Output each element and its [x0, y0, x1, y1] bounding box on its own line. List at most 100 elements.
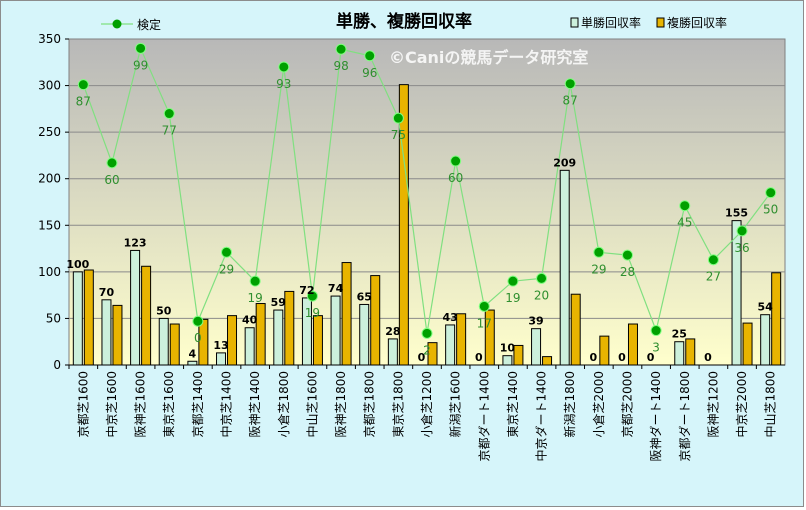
line-marker: [593, 246, 605, 258]
line-marker: [421, 327, 433, 339]
bar-fukusho: [341, 262, 352, 366]
line-label: 96: [362, 66, 377, 80]
line-marker: [221, 246, 233, 258]
bar-fukusho: [312, 315, 323, 366]
x-tick-label: 京都芝2000: [619, 371, 634, 438]
bar-label: 0: [475, 351, 483, 364]
bar-tansho: [273, 309, 284, 366]
plot-area: [68, 38, 786, 366]
x-tick-label: 中京芝2000: [734, 371, 749, 438]
bar-fukusho: [112, 304, 123, 366]
line-label: 2: [423, 343, 431, 357]
line-marker: [765, 187, 777, 199]
y-tick-label: 0: [53, 358, 61, 372]
bar-tansho: [101, 299, 112, 366]
line-marker: [392, 112, 404, 124]
line-label: 93: [276, 77, 291, 91]
bar-fukusho: [370, 275, 381, 366]
legend-swatch-fukusho: [656, 17, 665, 28]
line-marker: [507, 275, 519, 287]
line-label: 29: [219, 262, 234, 276]
bar-label: 0: [647, 351, 655, 364]
x-tick-label: 中京ダート1400: [534, 371, 549, 462]
line-label: 20: [534, 288, 549, 302]
legend: 検定 単勝回収率 複勝回収率: [101, 15, 727, 32]
line-marker: [564, 78, 576, 90]
legend-label-tansho: 単勝回収率: [581, 15, 641, 30]
bar-label: 0: [704, 351, 712, 364]
bar-tansho: [359, 303, 370, 366]
bar-label: 43: [442, 311, 457, 324]
x-tick-label: 阪神芝1400: [247, 371, 262, 438]
legend-label-kentei: 検定: [137, 17, 161, 32]
line-label: 98: [333, 59, 348, 73]
line-marker: [77, 79, 89, 91]
line-label: 17: [477, 316, 492, 330]
line-marker: [364, 50, 376, 62]
line-marker: [679, 200, 691, 212]
bar-tansho: [674, 341, 685, 366]
bar-label: 39: [528, 315, 543, 328]
line-label: 50: [763, 203, 778, 217]
line-marker: [478, 300, 490, 312]
x-tick-label: 小倉芝1200: [419, 371, 434, 438]
bar-label: 54: [758, 301, 774, 314]
y-tick-label: 350: [38, 32, 61, 46]
x-tick-label: 阪神芝1800: [333, 371, 348, 438]
line-marker: [707, 254, 719, 266]
y-tick-label: 200: [38, 172, 61, 186]
bar-label: 70: [99, 286, 115, 299]
bar-tansho: [760, 314, 771, 366]
bar-label: 28: [385, 325, 400, 338]
legend-marker-swatch: [112, 19, 122, 29]
line-marker: [736, 225, 748, 237]
bar-label: 13: [213, 339, 228, 352]
line-label: 3: [652, 341, 660, 355]
y-tick-label: 250: [38, 125, 61, 139]
x-tick-label: 中京芝1600: [104, 371, 119, 438]
bar-label: 65: [357, 290, 372, 303]
y-tick-label: 100: [38, 265, 61, 279]
x-tick-label: 京都ダート1400: [476, 371, 491, 462]
x-tick-label: 東京芝1800: [390, 371, 405, 438]
bar-label: 155: [725, 207, 748, 220]
bar-tansho: [502, 355, 513, 366]
line-marker: [621, 249, 633, 261]
y-tick-label: 50: [46, 311, 61, 325]
bar-tansho: [244, 327, 255, 366]
bar-fukusho: [169, 323, 180, 366]
bar-label: 72: [299, 284, 314, 297]
y-tick-label: 300: [38, 79, 61, 93]
line-marker: [450, 155, 462, 167]
line-label: 36: [734, 241, 749, 255]
x-tick-label: 阪神芝1200: [705, 371, 720, 438]
line-label: 77: [162, 124, 177, 138]
bar-label: 59: [271, 296, 286, 309]
line-marker: [306, 290, 318, 302]
line-label: 28: [620, 265, 635, 279]
line-marker: [335, 43, 347, 55]
line-label: 19: [505, 291, 520, 305]
bar-fukusho: [227, 315, 238, 366]
bar-fukusho: [542, 356, 553, 366]
line-label: 60: [104, 173, 119, 187]
bar-label: 0: [418, 351, 426, 364]
bar-label: 10: [500, 342, 516, 355]
x-tick-label: 阪神ダート1400: [648, 371, 663, 462]
bar-label: 0: [618, 351, 626, 364]
x-tick-label: 京都芝1400: [190, 371, 205, 438]
x-tick-label: 東京芝1600: [161, 371, 176, 438]
chart-title: 単勝、複勝回収率: [336, 11, 472, 32]
bar-fukusho: [255, 303, 266, 366]
line-label: 19: [305, 306, 320, 320]
bar-label: 40: [242, 314, 258, 327]
watermark: ©Caniの競馬データ研究室: [389, 48, 588, 67]
x-tick-label: 新潟芝1600: [448, 371, 463, 438]
bar-label: 25: [672, 328, 687, 341]
line-label: 75: [391, 128, 406, 142]
line-marker: [192, 315, 204, 327]
x-tick-label: 京都芝1800: [362, 371, 377, 438]
bar-tansho: [130, 249, 141, 366]
bar-label: 123: [124, 236, 147, 249]
